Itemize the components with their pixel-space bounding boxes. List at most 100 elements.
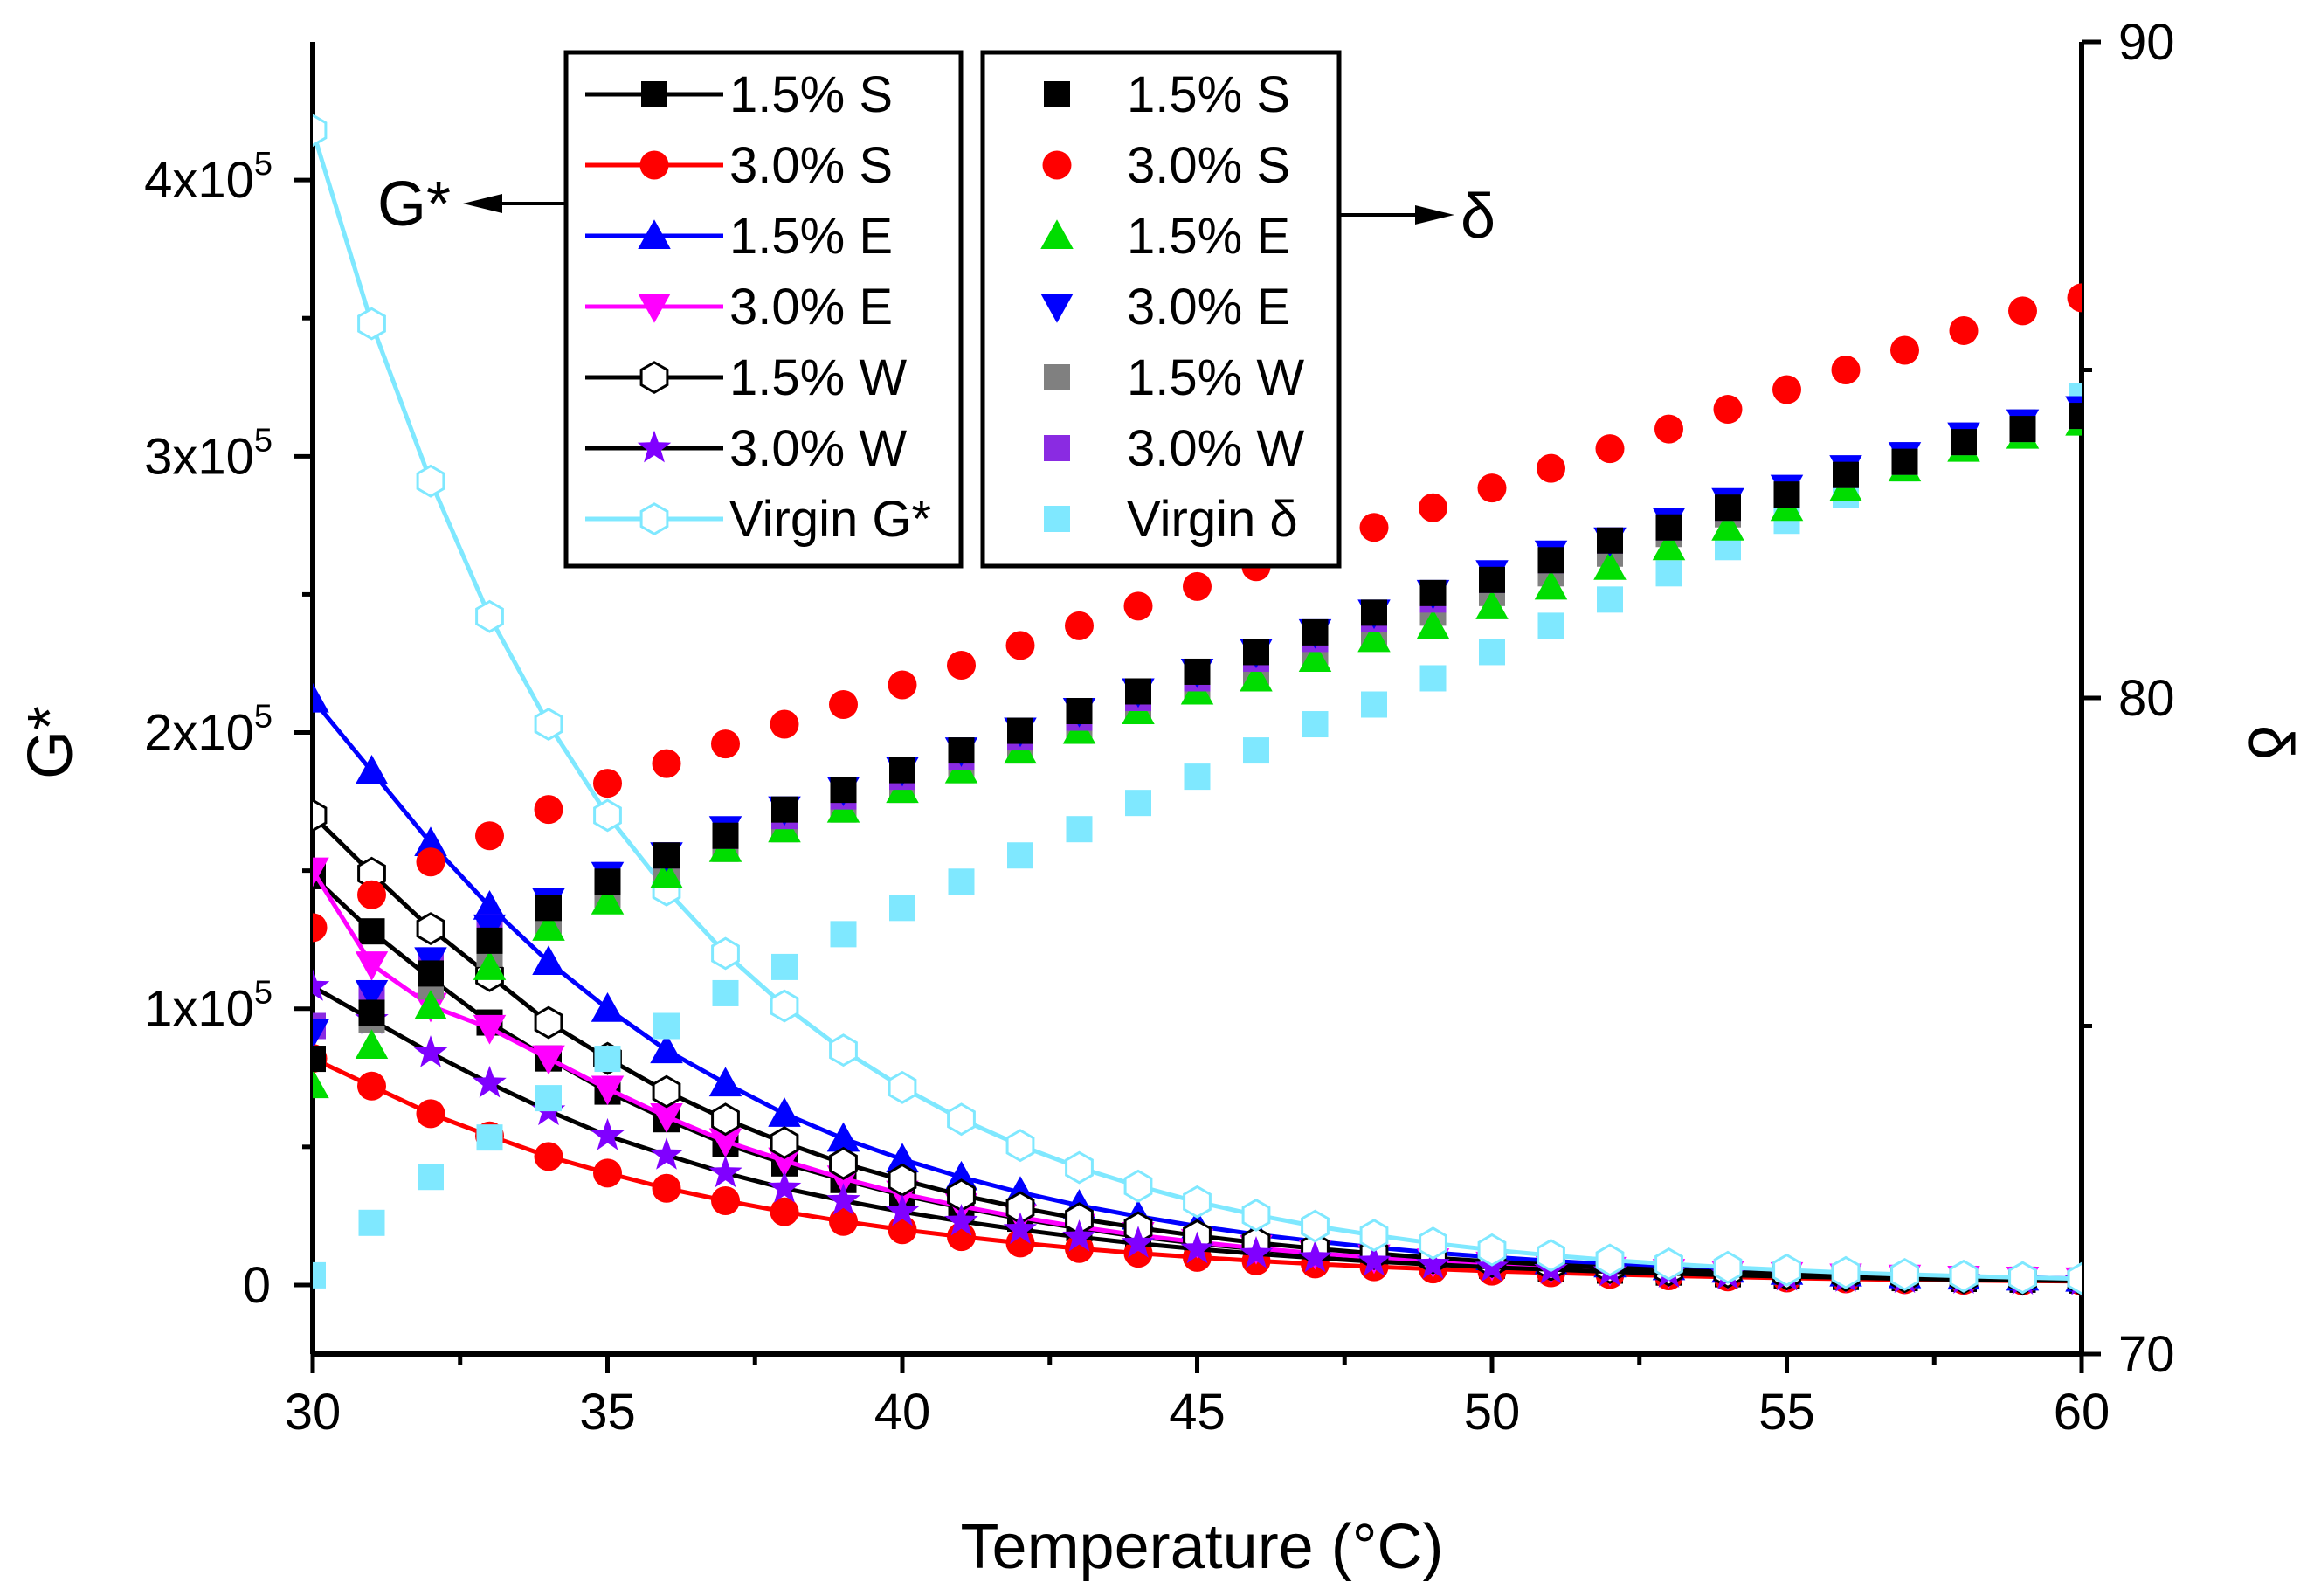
delta-point [313, 913, 328, 943]
delta-point [2008, 296, 2037, 326]
gstar-point [1005, 1129, 1035, 1163]
delta-point [1654, 414, 1683, 444]
legend-marker [637, 430, 672, 463]
gstar-point [1477, 1233, 1507, 1267]
delta-point [1302, 711, 1329, 738]
gstar-point [885, 1193, 920, 1226]
legend-marker [1044, 364, 1070, 390]
gstar-point [1595, 1243, 1625, 1277]
delta-point [1891, 448, 1918, 475]
gstar-point [708, 1128, 742, 1158]
delta-point [414, 990, 447, 1019]
gstar-point [2067, 1261, 2082, 1295]
legend-label: Virgin G* [729, 491, 931, 548]
delta-point [948, 868, 975, 895]
gstar-point [358, 918, 385, 945]
gstar-point [1713, 1250, 1743, 1284]
legend-box [563, 50, 964, 569]
legend-marker [639, 150, 669, 180]
gstar-point [1065, 1150, 1094, 1185]
delta-point [1298, 642, 1332, 672]
gstar-point [1654, 1247, 1683, 1281]
gstar-point [313, 969, 330, 1001]
x-tick-label: 40 [874, 1384, 931, 1441]
delta-point [1416, 609, 1450, 639]
delta-point [1772, 375, 1801, 404]
x-tick-label: 45 [1169, 1384, 1226, 1441]
legend-entry: 3.0% E [585, 279, 893, 335]
delta-point [1713, 395, 1743, 425]
delta-point [650, 859, 683, 888]
delta-point [948, 737, 975, 764]
legend-marker [639, 361, 669, 395]
delta-point [1597, 586, 1623, 613]
delta-point [1652, 530, 1686, 561]
legend-label: 3.0% S [729, 137, 893, 194]
delta-point [829, 690, 858, 720]
gstar-point [711, 1102, 740, 1137]
delta-point [1479, 566, 1505, 593]
delta-series [313, 283, 2082, 1289]
gstar-point [770, 1126, 799, 1160]
delta-series-0 [313, 403, 2082, 1073]
legend-label: 1.5% E [729, 208, 893, 265]
delta-point [1475, 590, 1509, 619]
delta-point [313, 1261, 326, 1289]
delta-point [1537, 453, 1565, 483]
legend-entry: 1.5% S [1044, 66, 1290, 123]
delta-point [1890, 335, 1919, 365]
legend-marker [639, 502, 669, 536]
delta-point [770, 709, 799, 739]
legend-label: 3.0% E [729, 279, 893, 335]
y-left-tick-label: 1x105 [144, 975, 273, 1038]
gstar-point [473, 889, 507, 920]
legend-marker [1044, 435, 1070, 461]
gstar-point [1537, 1239, 1565, 1273]
gstar-point [649, 1137, 684, 1170]
y-left-tick-label: 4x105 [144, 146, 273, 209]
delta-point [1831, 356, 1861, 384]
delta-point [1066, 698, 1093, 725]
gstar-point [888, 1070, 917, 1104]
legend-entry: 1.5% W [585, 349, 907, 406]
gstar-point [1416, 1247, 1450, 1279]
gstar-point [532, 1045, 565, 1075]
delta-point [593, 769, 622, 798]
delta-point [355, 1029, 389, 1060]
delta-point [1007, 842, 1033, 869]
delta-point [1479, 639, 1505, 666]
delta-point [1537, 547, 1564, 574]
delta-point [1595, 434, 1625, 464]
delta-point [473, 950, 507, 980]
delta-point [1361, 691, 1387, 718]
delta-point [1240, 661, 1273, 692]
delta-point [2069, 403, 2082, 430]
gstar-point [355, 951, 389, 981]
gstar-point [1003, 1212, 1038, 1245]
legend-entry: Virgin G* [585, 491, 931, 548]
gstar-point [829, 1033, 858, 1067]
delta-point [1183, 571, 1212, 601]
delta-point [888, 670, 917, 700]
x-axis-title: Temperature (°C) [961, 1512, 1444, 1582]
gstar-point [888, 1215, 917, 1245]
y-left-tick-label: 0 [243, 1257, 271, 1314]
delta-point [1357, 622, 1391, 653]
delta-point [416, 847, 445, 877]
legend-entry: 3.0% W [1044, 420, 1304, 477]
gstar-point [414, 826, 447, 857]
y-right-tick-label: 90 [2118, 14, 2175, 71]
legend-marker [638, 219, 671, 249]
delta-point [1773, 481, 1800, 508]
y-left-tick-exponent: 5 [254, 422, 273, 459]
legend-marker [1040, 294, 1074, 323]
legend-marker [1044, 81, 1070, 107]
gstar-point [473, 1065, 507, 1098]
delta-point [1711, 510, 1744, 541]
delta-point [1597, 527, 1623, 554]
legend-label: 1.5% E [1127, 208, 1290, 265]
legend-label: Virgin δ [1127, 491, 1298, 548]
gstar-point [886, 1143, 919, 1173]
gstar-point [652, 1173, 681, 1203]
legend-entry: 3.0% W [585, 420, 907, 477]
